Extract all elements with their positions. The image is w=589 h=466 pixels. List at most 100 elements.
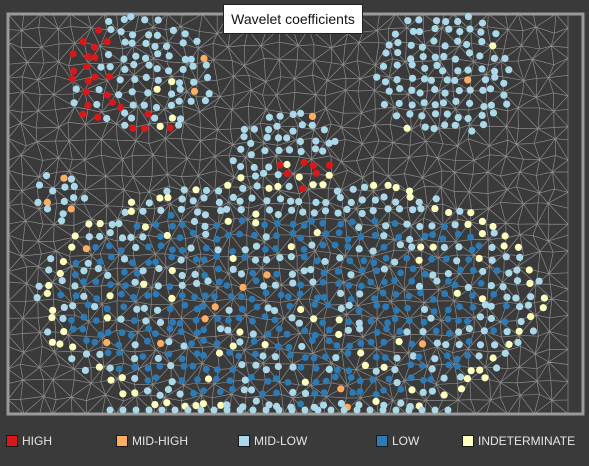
- mesh-node-mid-low: [433, 277, 441, 285]
- mesh-node-low: [356, 377, 364, 385]
- mesh-node-mid-low: [355, 245, 363, 253]
- mesh-node-low: [116, 349, 123, 356]
- mesh-node-indeterminate: [96, 220, 104, 228]
- mesh-node-low: [202, 365, 210, 373]
- mesh-node-mid-low: [464, 114, 472, 123]
- mesh-node-low: [381, 354, 389, 361]
- mesh-node-low: [396, 327, 404, 335]
- mesh-node-low: [324, 301, 332, 309]
- mesh-node-low: [319, 219, 327, 227]
- mesh-node-high: [105, 73, 113, 81]
- mesh-node-low: [213, 235, 221, 243]
- mesh-node-mid-low: [287, 197, 295, 205]
- mesh-node-low: [344, 236, 352, 243]
- mesh-node-low: [367, 338, 375, 346]
- mesh-node-mid-low: [229, 157, 237, 165]
- mesh-node-mid-low: [384, 205, 392, 213]
- mesh-node-low: [201, 271, 209, 279]
- mesh-node-mid-low: [301, 389, 310, 397]
- mesh-node-indeterminate: [56, 269, 64, 278]
- mesh-node-low: [252, 277, 260, 285]
- mesh-node-low: [493, 267, 501, 274]
- mesh-node-mid-low: [488, 256, 496, 264]
- mesh-node-indeterminate: [514, 243, 523, 251]
- mesh-node-mid-low: [392, 406, 400, 414]
- mesh-node-mid-low: [129, 31, 137, 39]
- mesh-node-mid-low: [406, 110, 414, 118]
- mesh-node-indeterminate: [131, 389, 139, 397]
- mesh-node-high: [79, 110, 87, 118]
- mesh-node-low: [211, 293, 218, 300]
- mesh-node-mid-low: [187, 97, 195, 105]
- mesh-node-mid-low: [121, 65, 129, 73]
- mesh-node-mid-low: [289, 127, 297, 135]
- mesh-node-low: [105, 242, 113, 250]
- mesh-node-mid-low: [476, 313, 484, 321]
- mesh-node-low: [469, 304, 477, 311]
- mesh-node-high: [276, 161, 284, 169]
- mesh-node-low: [226, 349, 233, 356]
- mesh-node-indeterminate: [59, 258, 67, 266]
- mesh-node-low: [216, 278, 223, 286]
- mesh-node-low: [320, 389, 328, 397]
- mesh-node-mid-low: [175, 79, 184, 87]
- mesh-node-mid-low: [202, 61, 210, 69]
- legend-swatch-mid-high: [116, 435, 128, 447]
- mesh-node-indeterminate: [168, 78, 176, 86]
- mesh-node-low: [373, 302, 381, 309]
- mesh-node-mid-low: [431, 85, 439, 94]
- mesh-node-low: [407, 374, 415, 382]
- mesh-node-low: [490, 327, 498, 334]
- mesh-node-indeterminate: [478, 230, 486, 238]
- mesh-node-mid-low: [139, 267, 147, 275]
- mesh-node-indeterminate: [127, 207, 135, 215]
- mesh-node-indeterminate: [229, 254, 237, 263]
- mesh-node-low: [355, 307, 363, 315]
- mesh-node-low: [145, 325, 153, 332]
- mesh-node-mid-low: [240, 133, 248, 141]
- mesh-node-mid-low: [419, 328, 427, 336]
- mesh-node-indeterminate: [540, 294, 549, 302]
- mesh-node-mid-low: [175, 97, 183, 105]
- mesh-node-low: [455, 317, 462, 324]
- mesh-node-indeterminate: [156, 194, 164, 202]
- mesh-node-low: [214, 366, 221, 374]
- mesh-node-low: [469, 266, 477, 274]
- mesh-node-indeterminate: [478, 217, 486, 225]
- mesh-node-mid-low: [144, 89, 152, 97]
- mesh-node-low: [403, 254, 411, 262]
- mesh-node-mid-low: [397, 399, 405, 407]
- mesh-node-mid-low: [249, 330, 257, 338]
- mesh-node-mid-low: [177, 256, 185, 264]
- mesh-node-low: [369, 376, 377, 384]
- legend-item-low: LOW: [376, 434, 419, 448]
- mesh-node-mid-low: [395, 99, 403, 108]
- mesh-node-low: [356, 388, 364, 395]
- mesh-node-mid-low: [431, 53, 439, 61]
- mesh-node-low: [380, 386, 387, 394]
- mesh-node-low: [117, 247, 125, 255]
- mesh-node-indeterminate: [224, 181, 232, 189]
- mesh-node-mid-low: [179, 65, 187, 74]
- mesh-node-low: [420, 318, 428, 326]
- mesh-node-low: [115, 365, 123, 373]
- mesh-node-mid-low: [487, 101, 495, 109]
- mesh-node-mid-low: [158, 406, 166, 414]
- mesh-node-indeterminate: [297, 305, 305, 314]
- mesh-node-mid-low: [296, 137, 304, 146]
- mesh-node-mid-low: [380, 265, 388, 273]
- mesh-node-low: [93, 295, 101, 302]
- mesh-node-low: [97, 331, 105, 339]
- mesh-node-mid-low: [58, 217, 66, 225]
- title: Wavelet coefficients: [231, 11, 355, 27]
- mesh-node-mid-low: [433, 339, 441, 347]
- mesh-node-mid-low: [310, 209, 318, 217]
- mesh-node-low: [203, 244, 210, 252]
- mesh-node-indeterminate: [408, 386, 416, 394]
- mesh-node-mid-low: [429, 271, 437, 279]
- mesh-node-indeterminate: [405, 187, 414, 195]
- mesh-node-mid-low: [121, 121, 129, 129]
- mesh-node-low: [415, 353, 423, 361]
- mesh-node-mid-low: [262, 256, 271, 264]
- mesh-node-mid-low: [151, 114, 159, 122]
